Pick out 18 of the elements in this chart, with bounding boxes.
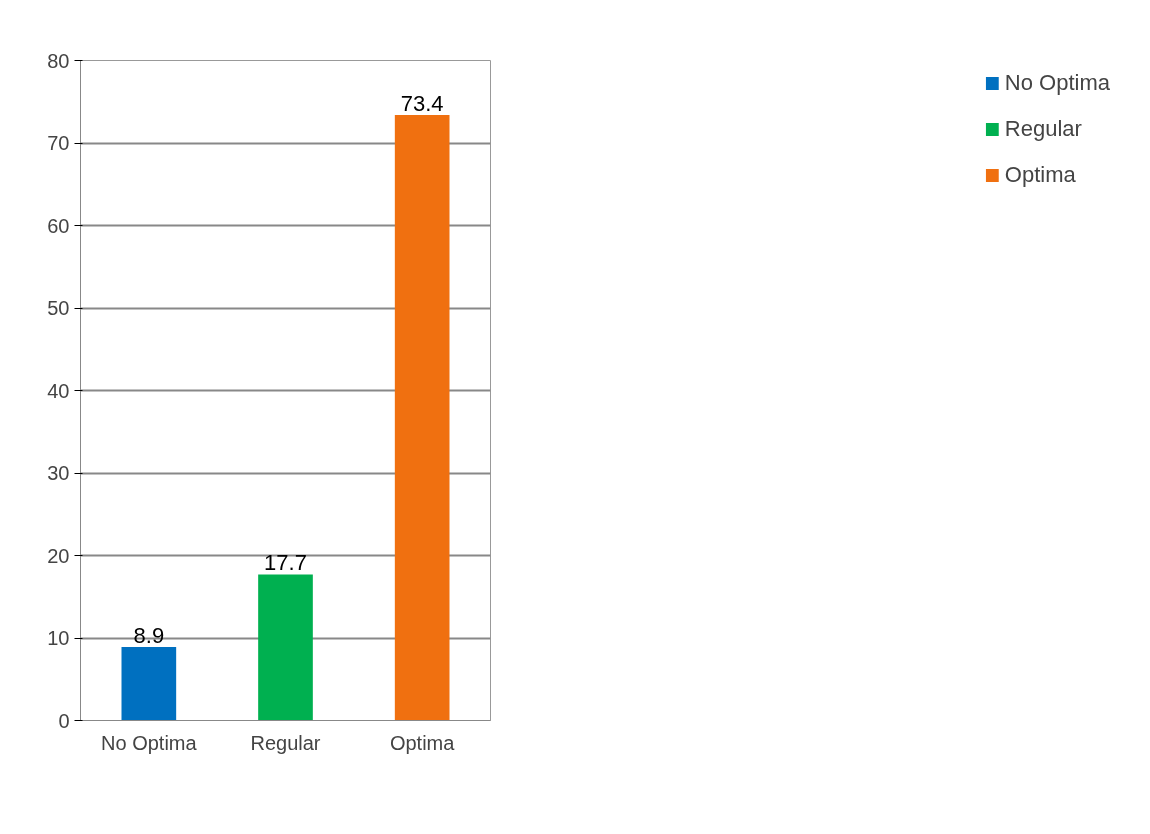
legend-label: Regular [1004,116,1082,142]
y-tick-label: 30 [47,462,70,484]
y-tick-label: 20 [47,544,70,567]
y-tick-label: 0 [58,709,70,732]
x-tick-label: No Optima [101,731,198,754]
data-label: 17.7 [264,550,307,576]
y-tick-label: 70 [47,132,70,154]
data-label: 8.9 [133,623,165,649]
x-tick-label: Regular [250,731,321,754]
legend-label: No Optima [1004,70,1110,96]
y-tick-label: 40 [47,379,70,402]
y-tick-label: 10 [47,627,70,649]
data-label: 73.4 [400,90,444,116]
y-tick-label: 60 [47,214,70,237]
legend-label: Optima [1004,162,1076,188]
x-tick-label: Optima [389,731,456,754]
y-tick-label: 50 [47,297,70,319]
y-tick-label: 80 [47,49,70,72]
